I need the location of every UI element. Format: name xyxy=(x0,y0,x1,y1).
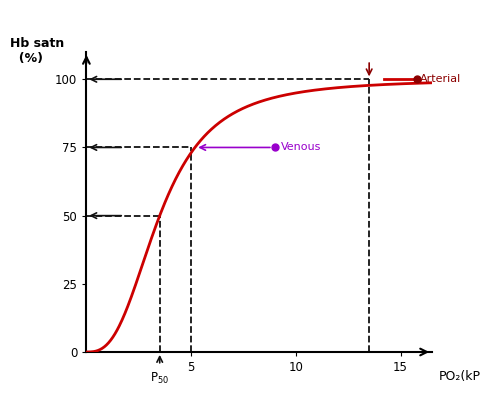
Text: Venous: Venous xyxy=(281,142,322,152)
Text: Arterial: Arterial xyxy=(420,74,461,84)
Text: PO₂(kPa): PO₂(kPa) xyxy=(439,370,480,383)
Text: Hb satn
  (%): Hb satn (%) xyxy=(11,37,65,65)
Text: P$_{50}$: P$_{50}$ xyxy=(150,371,169,386)
